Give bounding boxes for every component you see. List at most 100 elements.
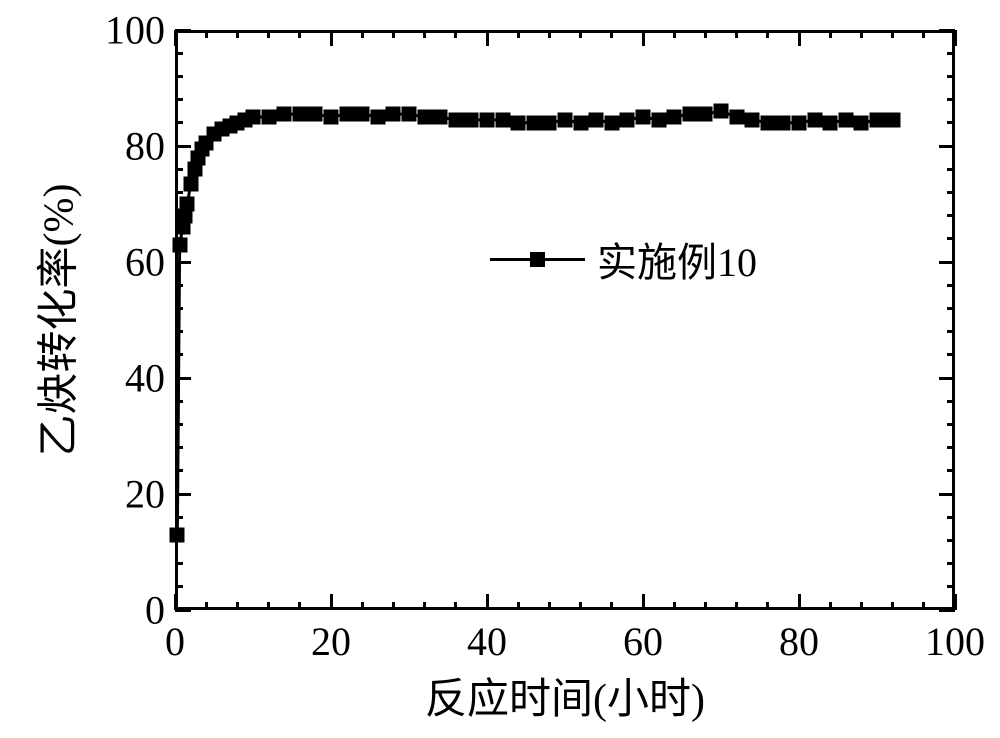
data-marker bbox=[170, 527, 185, 542]
data-marker bbox=[386, 107, 401, 122]
data-marker bbox=[589, 112, 604, 127]
data-marker bbox=[277, 107, 292, 122]
y-tick-minor-right bbox=[947, 168, 955, 171]
legend-line-right bbox=[545, 258, 585, 261]
y-tick-major bbox=[175, 493, 191, 496]
y-tick-minor bbox=[175, 307, 183, 310]
x-tick-minor bbox=[579, 602, 582, 610]
data-marker bbox=[180, 197, 195, 212]
data-marker bbox=[807, 112, 822, 127]
y-tick-minor-right bbox=[947, 469, 955, 472]
data-marker bbox=[636, 110, 651, 125]
y-tick-major-right bbox=[939, 145, 955, 148]
y-tick-minor-right bbox=[947, 400, 955, 403]
x-tick-minor-top bbox=[891, 30, 894, 38]
data-marker bbox=[433, 110, 448, 125]
x-tick-minor-top bbox=[298, 30, 301, 38]
y-tick-minor bbox=[175, 52, 183, 55]
x-tick-minor bbox=[922, 602, 925, 610]
x-tick-minor bbox=[423, 602, 426, 610]
x-tick-minor-top bbox=[673, 30, 676, 38]
x-tick-major bbox=[486, 594, 489, 610]
y-tick-minor bbox=[175, 516, 183, 519]
y-tick-minor-right bbox=[947, 446, 955, 449]
x-tick-major bbox=[330, 594, 333, 610]
x-tick-major bbox=[642, 594, 645, 610]
x-tick-label: 0 bbox=[165, 618, 185, 665]
x-tick-minor-top bbox=[361, 30, 364, 38]
y-tick-major bbox=[175, 29, 191, 32]
x-tick-minor-top bbox=[922, 30, 925, 38]
data-marker bbox=[651, 112, 666, 127]
y-tick-major-right bbox=[939, 609, 955, 612]
y-tick-major-right bbox=[939, 493, 955, 496]
y-tick-minor-right bbox=[947, 52, 955, 55]
x-tick-minor-top bbox=[267, 30, 270, 38]
y-tick-minor bbox=[175, 75, 183, 78]
x-tick-minor bbox=[891, 602, 894, 610]
x-axis-label: 反应时间(小时) bbox=[425, 665, 705, 726]
data-marker bbox=[558, 112, 573, 127]
x-tick-minor bbox=[392, 602, 395, 610]
data-marker bbox=[308, 107, 323, 122]
y-tick-minor-right bbox=[947, 330, 955, 333]
x-tick-minor-top bbox=[735, 30, 738, 38]
y-tick-minor bbox=[175, 98, 183, 101]
y-tick-major-right bbox=[939, 261, 955, 264]
y-tick-minor bbox=[175, 284, 183, 287]
y-tick-minor bbox=[175, 400, 183, 403]
x-tick-minor-top bbox=[205, 30, 208, 38]
y-tick-minor-right bbox=[947, 423, 955, 426]
y-tick-minor bbox=[175, 469, 183, 472]
data-marker bbox=[355, 107, 370, 122]
data-marker bbox=[246, 110, 261, 125]
data-marker bbox=[573, 115, 588, 130]
x-tick-minor bbox=[610, 602, 613, 610]
data-marker bbox=[370, 110, 385, 125]
y-tick-minor bbox=[175, 585, 183, 588]
data-marker bbox=[682, 107, 697, 122]
x-tick-minor-top bbox=[704, 30, 707, 38]
y-tick-minor bbox=[175, 446, 183, 449]
x-tick-minor bbox=[236, 602, 239, 610]
x-tick-minor bbox=[267, 602, 270, 610]
y-tick-label: 40 bbox=[125, 355, 165, 402]
data-marker bbox=[526, 115, 541, 130]
data-marker bbox=[854, 115, 869, 130]
data-marker bbox=[792, 115, 807, 130]
data-marker bbox=[511, 115, 526, 130]
y-axis-label: 乙炔转化率(%) bbox=[25, 184, 86, 457]
legend-line-left bbox=[490, 258, 530, 261]
data-marker bbox=[480, 112, 495, 127]
x-tick-major-top bbox=[954, 30, 957, 46]
data-marker bbox=[417, 110, 432, 125]
y-tick-minor bbox=[175, 562, 183, 565]
x-tick-major-top bbox=[174, 30, 177, 46]
data-marker bbox=[745, 112, 760, 127]
x-tick-major bbox=[798, 594, 801, 610]
x-tick-minor bbox=[361, 602, 364, 610]
legend-marker-icon bbox=[530, 252, 545, 267]
x-tick-minor-top bbox=[548, 30, 551, 38]
x-tick-minor bbox=[673, 602, 676, 610]
x-tick-minor bbox=[517, 602, 520, 610]
x-tick-minor bbox=[766, 602, 769, 610]
y-tick-minor-right bbox=[947, 516, 955, 519]
data-marker bbox=[402, 107, 417, 122]
data-marker bbox=[339, 107, 354, 122]
x-tick-major-top bbox=[798, 30, 801, 46]
x-tick-minor bbox=[704, 602, 707, 610]
y-tick-major bbox=[175, 145, 191, 148]
y-tick-label: 100 bbox=[105, 7, 165, 54]
y-tick-major-right bbox=[939, 377, 955, 380]
data-marker bbox=[776, 115, 791, 130]
data-marker bbox=[324, 110, 339, 125]
x-tick-minor bbox=[548, 602, 551, 610]
x-tick-minor-top bbox=[579, 30, 582, 38]
x-tick-minor bbox=[205, 602, 208, 610]
y-tick-minor bbox=[175, 423, 183, 426]
data-marker bbox=[823, 115, 838, 130]
data-marker bbox=[464, 112, 479, 127]
y-tick-minor bbox=[175, 330, 183, 333]
y-tick-major bbox=[175, 609, 191, 612]
